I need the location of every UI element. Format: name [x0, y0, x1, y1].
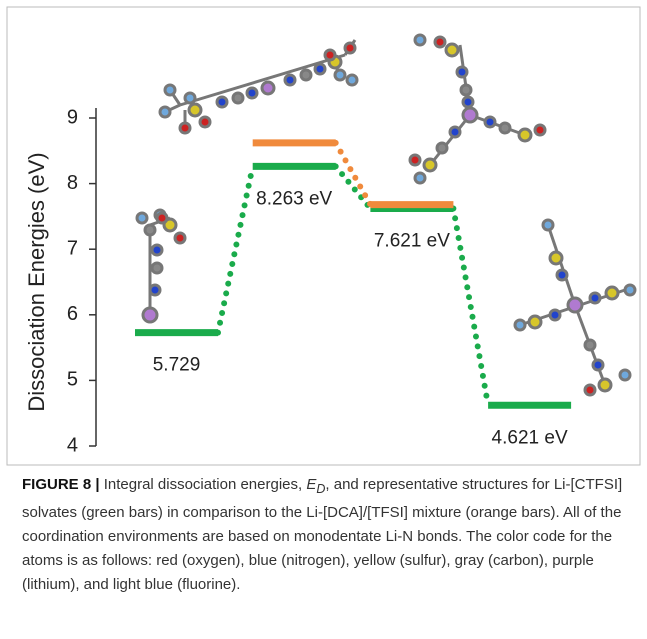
chart: Dissociation Energies (eV) 4 5 6 7 8 9 5.729 8.…: [0, 0, 647, 470]
molecule: [137, 210, 185, 322]
value-label: 5.729: [153, 355, 201, 376]
caption-text: Integral dissociation energies,: [104, 476, 302, 493]
molecule: [160, 40, 357, 133]
value-label: 4.621 eV: [492, 427, 568, 448]
connector: [336, 166, 371, 208]
y-tick-label: 9: [67, 106, 78, 128]
value-label: 7.621 eV: [374, 230, 450, 251]
y-tick-label: 5: [67, 369, 78, 391]
y-tick-label: 4: [67, 434, 78, 456]
molecule: [515, 220, 635, 395]
molecule: [410, 35, 545, 183]
connector: [453, 208, 488, 405]
caption-symbol: E: [306, 476, 316, 493]
caption-label: FIGURE 8 |: [22, 476, 100, 493]
page: Dissociation Energies (eV) 4 5 6 7 8 9 5.729 8.…: [0, 0, 647, 639]
value-label: 8.263 eV: [256, 188, 332, 209]
figure-frame: [7, 7, 640, 465]
y-tick-label: 6: [67, 303, 78, 325]
y-tick-label: 8: [67, 172, 78, 194]
y-tick-label: 7: [67, 237, 78, 259]
connector: [218, 166, 253, 332]
figure-caption: FIGURE 8 | Integral dissociation energie…: [22, 473, 632, 597]
y-axis-title: Dissociation Energies (eV): [24, 152, 49, 411]
